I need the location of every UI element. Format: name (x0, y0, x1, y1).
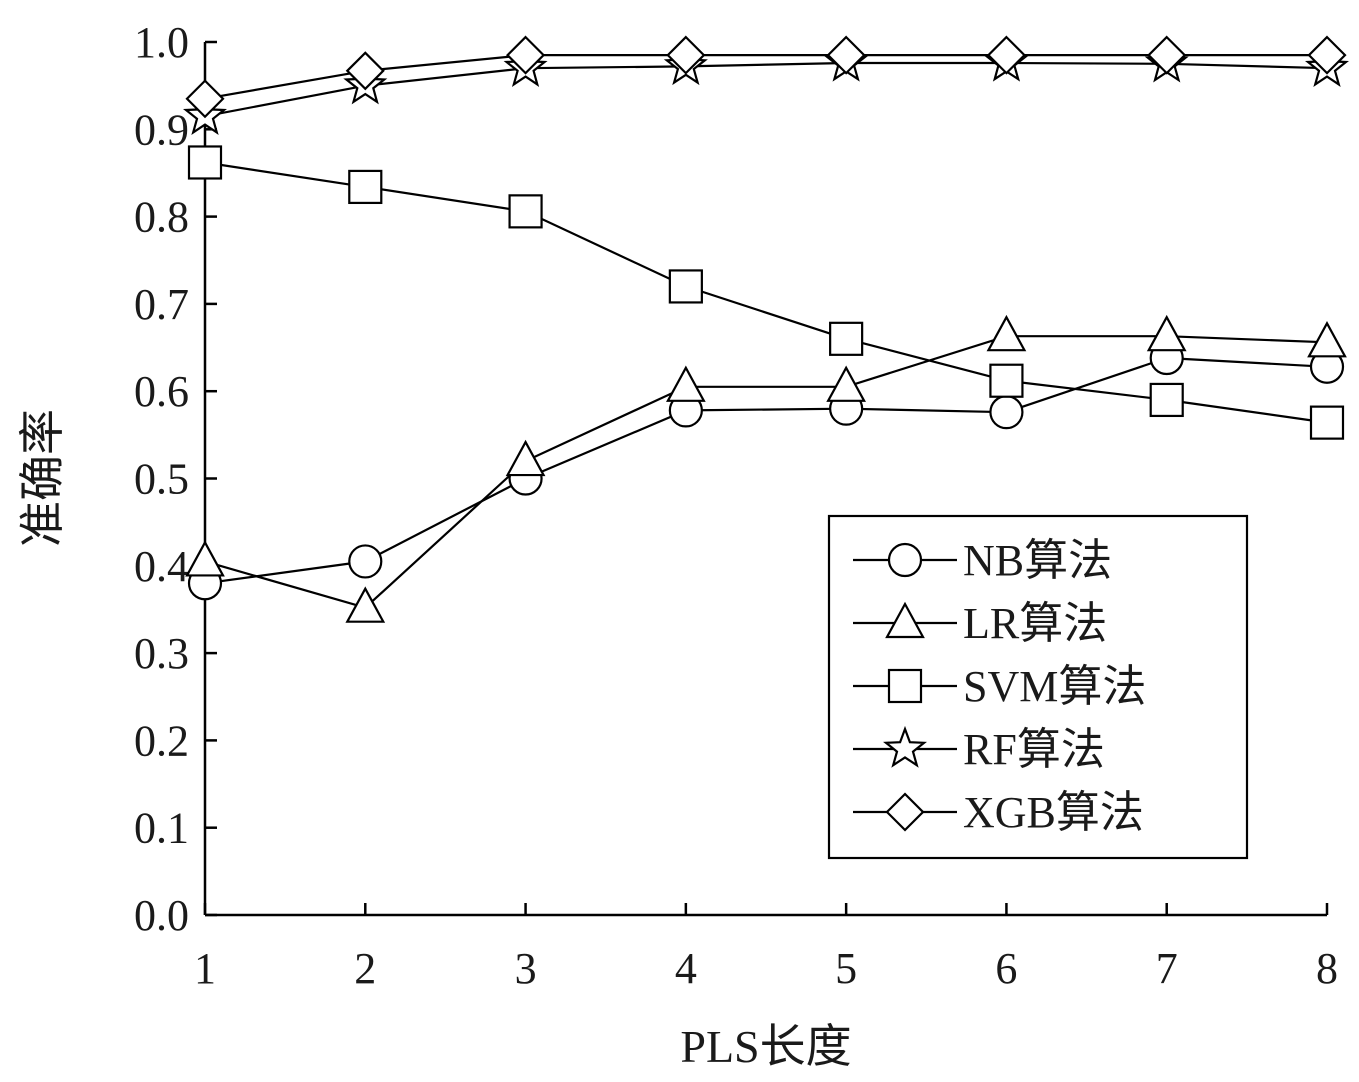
series-line-star (204, 61, 1328, 118)
series-line-triangle (204, 335, 1328, 609)
x-tick-label: 7 (1156, 944, 1178, 993)
series-circle (187, 340, 1345, 601)
data-point-triangle (1146, 314, 1187, 352)
data-point-triangle (505, 439, 546, 477)
y-tick-label: 0.9 (134, 105, 189, 154)
data-point-square (187, 145, 223, 180)
data-point-triangle (986, 314, 1027, 352)
x-tick-label: 4 (675, 944, 697, 993)
data-point-circle (348, 544, 383, 579)
data-point-circle (989, 395, 1024, 430)
data-point-triangle (185, 540, 225, 577)
x-tick-label: 5 (835, 944, 857, 993)
data-point-diamond (986, 35, 1026, 75)
axis-ticks: 0.0 0.1 0.2 0.3 0.4 0.5 0.6 0.7 0.8 0.9 1.0 1 2 3 4 5 6 7… (134, 18, 1338, 993)
y-tick-label: 0.5 (134, 455, 189, 504)
legend-entry-diamond: XGB算法 (853, 788, 1144, 837)
y-tick-label: 1.0 (134, 18, 189, 67)
y-tick-label: 0.8 (134, 193, 189, 242)
legend-label: XGB算法 (963, 788, 1144, 837)
y-tick-label: 0.6 (134, 367, 189, 416)
data-point-diamond (826, 35, 866, 75)
x-tick-label: 6 (995, 944, 1017, 993)
data-point-triangle (345, 586, 386, 623)
data-point-square (829, 321, 864, 356)
data-point-diamond (1307, 35, 1347, 75)
series-line-diamond (204, 53, 1327, 100)
data-point-diamond (345, 51, 385, 91)
legend-marker-star (883, 725, 927, 768)
legend-entry-star: RF算法 (853, 725, 1105, 774)
series-line-circle (204, 356, 1328, 585)
y-tick-label: 0.3 (134, 629, 189, 678)
series-diamond (185, 35, 1347, 119)
data-point-square (668, 269, 703, 304)
series-line-square (204, 161, 1328, 424)
legend: NB算法 LR算法 SVM算法 RF算法 XGB算法 (827, 514, 1249, 860)
legend-marker-triangle (885, 601, 925, 639)
series-square (187, 145, 1345, 440)
data-point-square (508, 194, 543, 229)
data-point-diamond (185, 79, 225, 119)
y-tick-label: 0.1 (134, 804, 189, 853)
y-tick-label: 0.7 (134, 280, 189, 329)
legend-marker-square (887, 668, 923, 704)
legend-label: SVM算法 (963, 662, 1146, 711)
series-triangle (185, 314, 1347, 623)
data-point-square (1149, 382, 1184, 418)
y-tick-label: 0.2 (134, 716, 189, 765)
legend-entry-circle: NB算法 (853, 536, 1112, 585)
x-tick-label: 2 (354, 944, 376, 993)
data-point-triangle (666, 365, 706, 402)
legend-marker-diamond (885, 792, 925, 832)
data-point-diamond (1147, 35, 1187, 75)
data-point-square (989, 363, 1024, 398)
x-tick-label: 3 (515, 944, 537, 993)
y-tick-label: 0.0 (134, 891, 189, 940)
data-point-diamond (506, 35, 546, 75)
data-point-triangle (826, 365, 866, 402)
data-point-square (348, 169, 383, 205)
data-series (183, 35, 1349, 623)
legend-marker-circle (887, 542, 923, 578)
data-point-diamond (666, 35, 706, 75)
data-point-triangle (1307, 321, 1347, 358)
y-axis-title: 准确率 (17, 409, 68, 547)
data-point-square (1309, 405, 1345, 440)
legend-entry-square: SVM算法 (853, 662, 1146, 711)
legend-label: LR算法 (963, 599, 1107, 648)
y-tick-label: 0.4 (134, 542, 189, 591)
x-tick-label: 8 (1316, 944, 1338, 993)
legend-entry-triangle: LR算法 (853, 599, 1107, 648)
legend-label: NB算法 (963, 536, 1112, 585)
x-axis-title: PLS长度 (680, 1021, 851, 1072)
legend-label: RF算法 (963, 725, 1105, 774)
x-tick-label: 1 (194, 944, 216, 993)
